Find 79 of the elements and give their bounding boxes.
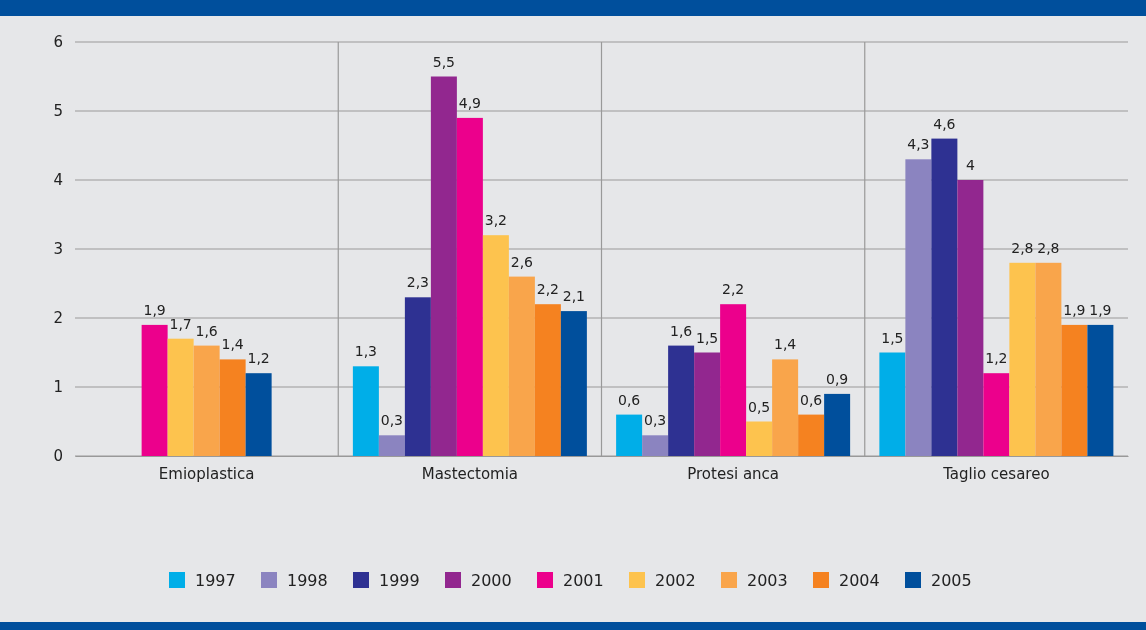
data-label: 1,5 (881, 329, 904, 346)
y-tick-label: 3 (53, 240, 63, 259)
bar (456, 117, 483, 456)
data-label: 4,3 (907, 136, 930, 153)
data-label: 1,2 (247, 350, 270, 367)
data-label: 1,6 (195, 322, 218, 339)
data-label: 1,2 (985, 350, 1008, 367)
legend-label: 1997 (195, 571, 236, 590)
data-label: 1,5 (695, 329, 719, 346)
y-tick-label: 0 (53, 447, 63, 466)
data-label: 2,1 (562, 288, 586, 305)
data-label: 4,9 (458, 94, 482, 111)
bar (983, 373, 1010, 456)
legend-label: 1998 (287, 571, 328, 590)
y-tick-label: 1 (53, 378, 63, 397)
data-label: 2,2 (536, 281, 560, 298)
bar (668, 345, 695, 456)
bar (879, 352, 906, 456)
y-tick-label: 4 (53, 171, 63, 190)
data-label: 0,6 (799, 391, 823, 408)
bar (482, 235, 509, 456)
data-label: 2,3 (406, 274, 430, 291)
data-label: 1,4 (773, 336, 797, 353)
legend-label: 2001 (563, 571, 604, 590)
bar (534, 304, 561, 456)
data-label: 2,2 (721, 281, 745, 298)
bar (430, 76, 457, 456)
bar (905, 159, 932, 456)
data-label: 1,7 (169, 315, 192, 332)
legend-label: 2000 (471, 571, 512, 590)
bar (772, 359, 799, 456)
x-tick-label: Mastectomia (421, 464, 519, 483)
bar (694, 352, 721, 456)
data-label: 2,8 (1037, 239, 1060, 256)
bar (352, 366, 379, 456)
bar (1035, 262, 1062, 456)
data-label: 1,4 (221, 336, 244, 353)
data-label: 0,5 (747, 398, 771, 415)
legend-label: 2005 (931, 571, 972, 590)
bar (957, 180, 984, 456)
bar (1009, 262, 1036, 456)
data-label: 1,9 (1063, 301, 1086, 318)
data-label: 3,2 (484, 212, 508, 229)
bar (1087, 324, 1114, 456)
data-label: 0,3 (643, 412, 667, 429)
data-label: 2,8 (1011, 239, 1034, 256)
data-label: 0,9 (825, 370, 849, 387)
y-tick-label: 5 (53, 102, 63, 121)
data-label: 1,9 (1089, 301, 1112, 318)
bar (720, 304, 747, 456)
x-tick-label: Protesi anca (687, 464, 780, 483)
bar (560, 311, 587, 456)
legend-label: 2004 (839, 571, 880, 590)
x-tick-label: Taglio cesareo (942, 464, 1050, 483)
data-label: 1,3 (354, 343, 378, 360)
data-label: 2,6 (510, 253, 534, 270)
bar (404, 297, 431, 456)
bar (931, 138, 958, 456)
bar (824, 393, 851, 456)
x-tick-label: Emioplastica (158, 464, 255, 483)
y-tick-label: 6 (53, 33, 63, 52)
y-tick-label: 2 (53, 309, 63, 328)
legend-label: 2003 (747, 571, 788, 590)
bar (378, 435, 405, 456)
bar (1061, 324, 1088, 456)
data-label: 4 (965, 157, 975, 173)
data-label: 0,6 (617, 391, 641, 408)
legend-label: 1999 (379, 571, 420, 590)
legend-label: 2002 (655, 571, 696, 590)
data-label: 0,3 (380, 412, 404, 429)
data-label: 1,9 (143, 301, 166, 318)
bar (798, 414, 825, 456)
data-label: 1,6 (669, 322, 693, 339)
bar (616, 414, 643, 456)
bar (508, 276, 535, 456)
bar (642, 435, 669, 456)
data-label: 5,5 (432, 53, 456, 70)
bar (746, 421, 773, 456)
data-label: 4,6 (933, 115, 956, 132)
